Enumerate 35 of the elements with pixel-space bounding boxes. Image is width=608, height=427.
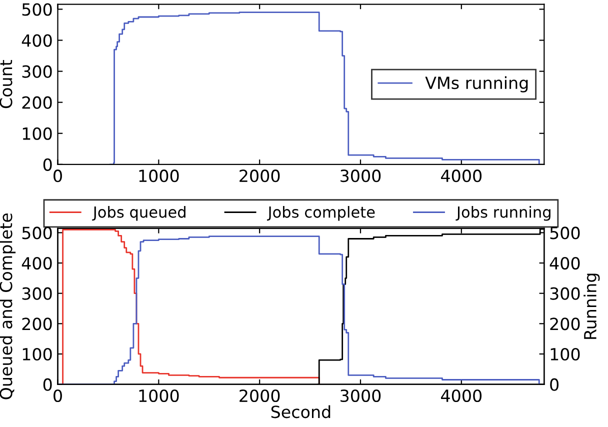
x-tick-label: 0 bbox=[54, 389, 62, 402]
y-tick-label: 300 bbox=[22, 65, 52, 78]
legend-label: Jobs running bbox=[456, 206, 550, 221]
y-tick-label: 400 bbox=[22, 256, 52, 270]
y2-tick-label: 300 bbox=[550, 287, 580, 300]
x-tick-label: 2000 bbox=[240, 389, 280, 402]
x-axis-title: Second bbox=[271, 405, 330, 418]
y-tick-label: 200 bbox=[22, 318, 52, 330]
y-tick-label: 500 bbox=[22, 226, 52, 240]
y-tick-label: 500 bbox=[22, 3, 52, 16]
y2-tick-label: 0 bbox=[550, 378, 559, 391]
y-tick-label: 100 bbox=[22, 348, 52, 361]
x-tick-label: 0 bbox=[54, 170, 62, 182]
y2-tick-label: 400 bbox=[550, 256, 580, 270]
legend-label: Jobs queued bbox=[92, 206, 186, 221]
x-tick-label: 3000 bbox=[340, 389, 381, 402]
y2-tick-label: 200 bbox=[550, 318, 580, 330]
y-tick-label: 300 bbox=[22, 287, 52, 300]
y2-tick-label: 500 bbox=[550, 226, 580, 240]
x-tick-label: 2000 bbox=[240, 170, 280, 182]
legend-label: VMs running bbox=[425, 76, 528, 92]
x-tick-label: 1000 bbox=[139, 170, 179, 182]
y-tick-label: 100 bbox=[22, 127, 52, 140]
x-tick-label: 4000 bbox=[441, 170, 482, 182]
legend-label: Jobs complete bbox=[267, 206, 375, 221]
x-tick-label: 1000 bbox=[139, 389, 179, 402]
x-tick-label: 4000 bbox=[441, 389, 482, 402]
y-tick-label: 0 bbox=[43, 378, 52, 391]
x-tick-label: 3000 bbox=[340, 170, 381, 182]
y-axis-title: Count bbox=[0, 60, 12, 108]
y-tick-label: 0 bbox=[43, 158, 52, 171]
y-tick-label: 200 bbox=[22, 96, 52, 109]
y2-tick-label: 100 bbox=[550, 348, 580, 361]
y2-axis-title: Running bbox=[584, 274, 600, 339]
y-tick-label: 400 bbox=[22, 34, 52, 47]
